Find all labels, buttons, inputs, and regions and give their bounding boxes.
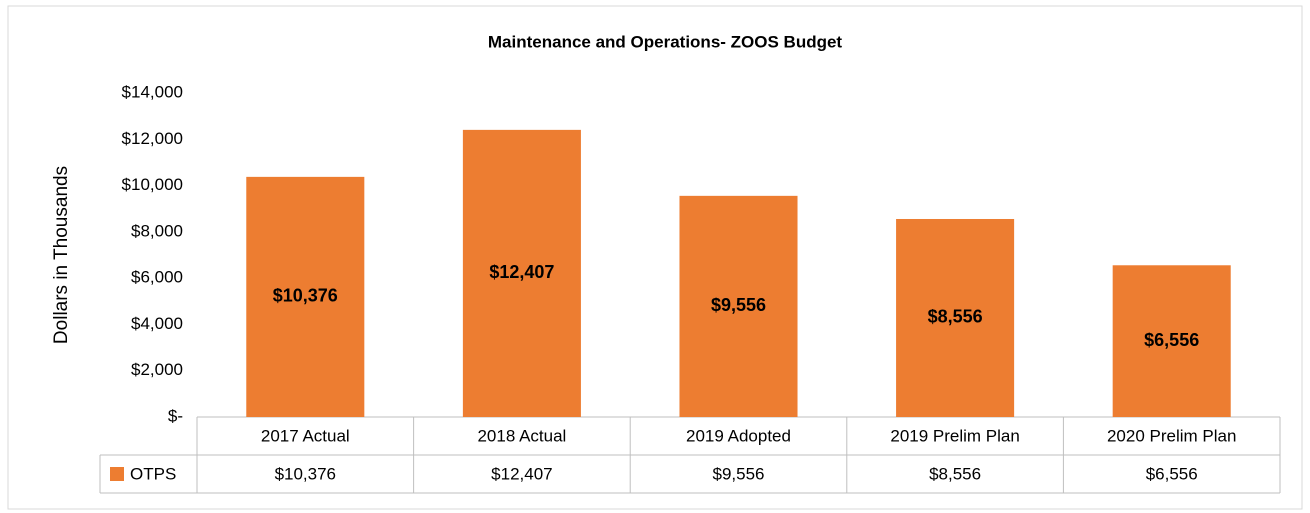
data-label: $6,556 [1144,330,1199,350]
y-axis-title: Dollars in Thousands [51,166,72,344]
bar [679,195,798,417]
y-tick-label: $8,000 [131,221,183,240]
table-value: $9,556 [713,464,765,483]
x-tick-label: 2020 Prelim Plan [1107,426,1236,445]
legend-swatch [110,467,124,481]
table-value: $8,556 [929,464,981,483]
bar [246,176,365,417]
data-label: $10,376 [273,286,338,306]
x-tick-label: 2017 Actual [261,426,350,445]
table-value: $12,407 [491,464,552,483]
y-tick-label: $10,000 [122,175,183,194]
y-tick-label: $6,000 [131,268,183,287]
y-tick-label: $2,000 [131,360,183,379]
chart-title: Maintenance and Operations- ZOOS Budget [488,32,843,51]
data-label: $8,556 [928,307,983,327]
bar [462,129,581,417]
data-label: $12,407 [489,262,554,282]
y-tick-label: $14,000 [122,82,183,101]
table-value: $10,376 [275,464,336,483]
bar [896,218,1015,417]
x-tick-label: 2019 Prelim Plan [890,426,1019,445]
data-label: $9,556 [711,295,766,315]
y-tick-label: $4,000 [131,314,183,333]
chart-border [7,5,1303,510]
bar [1112,265,1231,417]
x-tick-label: 2019 Adopted [686,426,791,445]
x-tick-label: 2018 Actual [477,426,566,445]
legend-label: OTPS [130,464,176,483]
y-tick-label: $- [168,406,183,425]
y-tick-label: $12,000 [122,129,183,148]
table-value: $6,556 [1146,464,1198,483]
